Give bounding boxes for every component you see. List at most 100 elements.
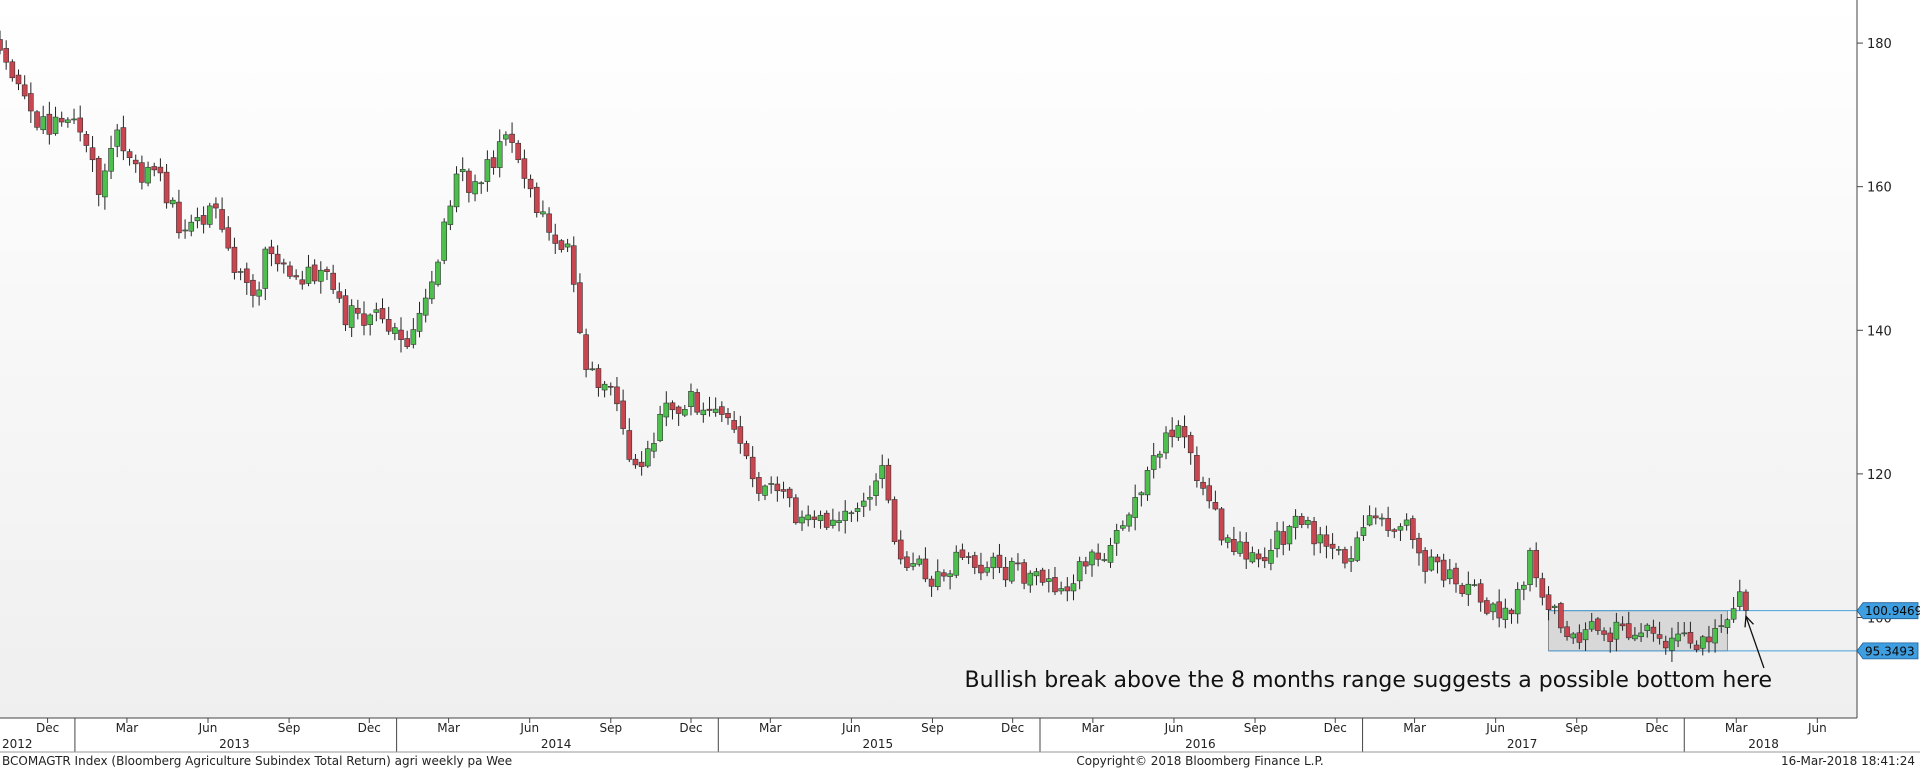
candle-up [564,243,571,248]
candle-up [1366,515,1373,526]
candle-up [1120,525,1126,529]
candle-down [120,127,127,152]
candle-up [367,314,373,325]
candle-up [422,297,429,316]
candle-up [1632,634,1638,640]
candle-down [996,554,1003,568]
candle-down [897,539,904,560]
x-tick-label: Mar [116,721,139,735]
candle-down [466,170,472,193]
candle-down [83,134,90,146]
candle-up [688,391,694,407]
candle-down [287,265,293,277]
candle-up [114,129,121,147]
candle-up [1268,550,1274,564]
candle-up [108,148,114,172]
candle-down [1539,578,1546,598]
candle-up [836,520,842,523]
candle-down [243,268,250,283]
candle-up [1588,621,1595,630]
candle-up [169,199,176,205]
x-tick-label: Dec [679,721,702,735]
candle-down [404,338,410,347]
candle-up [441,221,447,261]
candle-down [126,151,133,159]
candle-down [1619,623,1626,627]
candle-down [200,215,207,225]
candle-down [1243,541,1250,560]
candle-up [1058,588,1064,592]
candle-up [65,119,71,123]
candle-up [644,448,651,467]
candle-up [1471,584,1478,586]
candle-down [1453,567,1459,585]
candle-down [1459,585,1465,594]
x-year-label: 2017 [1507,737,1538,751]
x-tick-label: Jun [1485,721,1505,735]
candle-down [706,408,713,411]
candle-down [614,386,620,405]
annotation-arrow-shaft [1745,616,1765,669]
candle-down [398,329,404,340]
candle-up [1138,492,1145,496]
candle-up [1736,591,1743,607]
candle-up [182,229,188,232]
candle-up [1033,571,1040,577]
candle-down [385,319,392,332]
candle-down [1261,557,1268,562]
candle-down [176,201,182,234]
candle-down [268,246,275,255]
candle-up [1514,589,1521,615]
candle-down [1255,553,1262,560]
candle-down [959,549,966,558]
candle-down [1280,531,1287,545]
x-tick-label: Jun [841,721,861,735]
axes-layer: 180160140120100DecMarJunSepDecMarJunSepD… [0,0,1920,753]
candle-down [1015,562,1021,565]
candle-up [762,485,768,496]
annotation-arrow-head [1744,614,1754,628]
candle-up [1551,605,1558,608]
candle-up [373,309,380,313]
y-tick-label: 180 [1867,37,1892,52]
candle-down [1206,485,1213,502]
candle-down [786,488,793,499]
candle-up [496,141,503,168]
x-tick-label: Dec [358,721,381,735]
x-tick-label: Dec [1324,721,1347,735]
candle-down [1576,632,1583,643]
candle-up [848,512,855,515]
candle-down [1298,516,1305,525]
candle-up [429,281,435,300]
annotation-text: Bullish break above the 8 months range s… [964,668,1772,693]
candle-up [1502,607,1509,620]
candle-up [916,558,923,565]
candle-up [52,116,59,134]
candle-down [1083,561,1089,567]
candle-down [626,430,633,460]
candle-up [1527,550,1533,585]
x-tick-label: Mar [1082,721,1105,735]
candle-down [58,117,65,123]
candle-up [318,269,324,282]
candle-up [453,173,460,208]
candle-down [330,272,336,290]
candle-down [225,227,232,249]
candle-up [1027,572,1034,586]
candle-up [392,327,398,334]
candle-down [1385,517,1391,531]
candle-down [546,213,552,233]
candle-down [1311,521,1317,545]
candle-up [984,567,990,573]
x-year-label: 2015 [863,737,894,751]
candle-down [515,142,522,160]
x-tick-label: Jun [1807,721,1827,735]
candle-up [1237,541,1243,554]
candle-down [965,556,972,558]
candle-up [1669,637,1675,651]
candle-up [768,483,774,485]
candle-up [867,497,873,500]
candle-up [1305,520,1311,525]
candle-up [1175,425,1182,438]
candle-up [1070,583,1077,592]
